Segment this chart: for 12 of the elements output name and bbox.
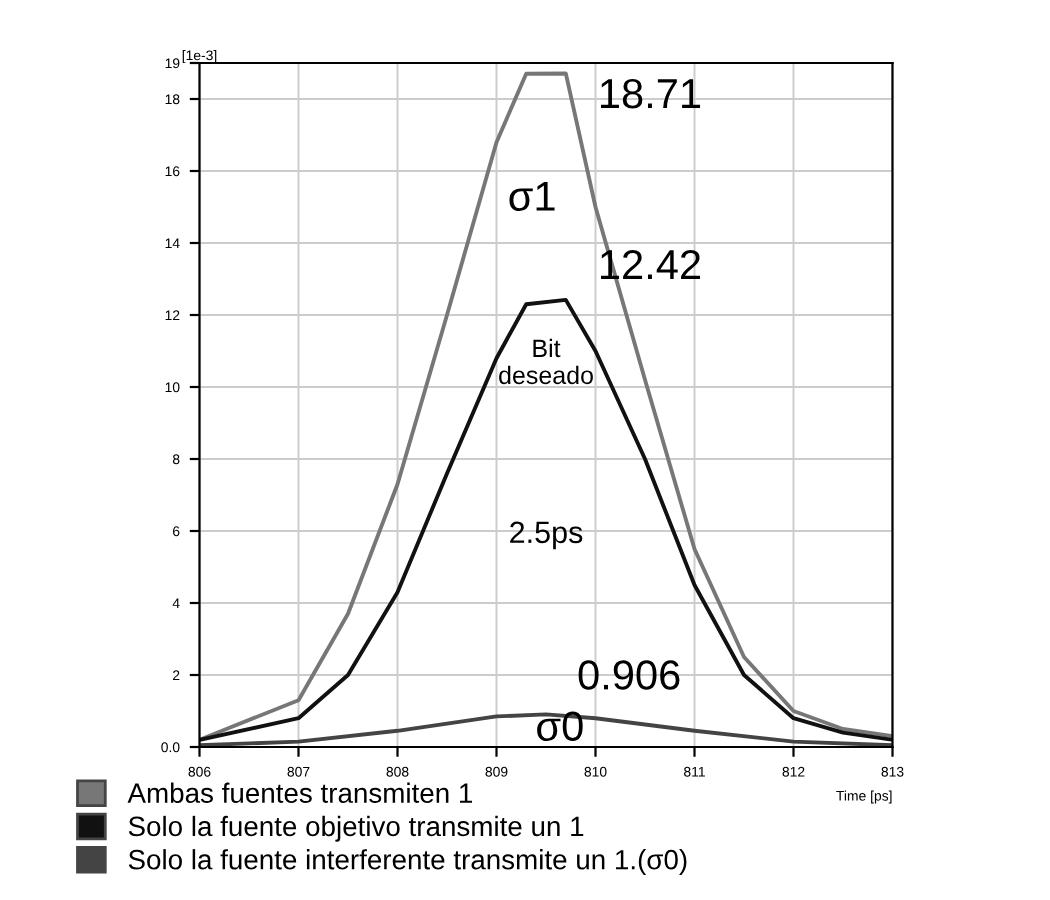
annotation: σ1 — [509, 181, 555, 211]
line-series — [199, 71, 893, 742]
legend-label: Solo la fuente objetivo transmite un 1 — [128, 815, 584, 842]
annotation: 2.5ps — [510, 521, 583, 550]
legend-label: Solo la fuente interferente transmite un 1.(σ0) — [128, 849, 687, 875]
legend-label: Ambas fuentes transmiten 1 — [127, 782, 472, 803]
annotation: 18.71 — [601, 78, 701, 109]
annotation: Bit deseado — [499, 338, 593, 385]
annotation: σ0 — [537, 711, 583, 742]
line-series — [199, 297, 893, 742]
annotation: 12.42 — [601, 249, 700, 279]
annotation: 0.906 — [578, 660, 680, 690]
